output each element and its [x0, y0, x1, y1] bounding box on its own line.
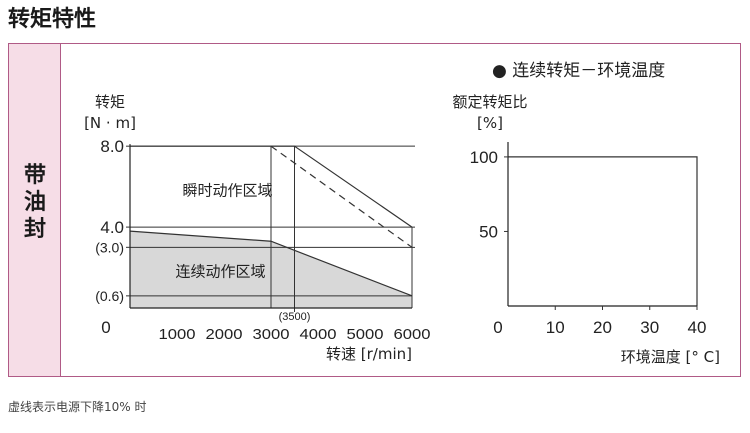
- right-chart-title: ● 连续转矩－环境温度: [492, 61, 665, 81]
- x-tick-label: 6000: [394, 326, 431, 343]
- side-label-char: 封: [23, 217, 46, 242]
- page-title: 转矩特性: [8, 7, 97, 32]
- left-series: [129, 145, 413, 297]
- series-line-0: [130, 145, 413, 228]
- right-series-line-0: [508, 156, 698, 306]
- x-tick-label: 2000: [206, 326, 243, 343]
- torque-speed-chart: 0 1000 2000 3000 4000 5000 6000 8.0 4.0 (3.0) (0.6…: [84, 93, 430, 363]
- side-label-char: 带: [23, 163, 46, 188]
- region-label-continuous: 连续动作区域: [175, 263, 265, 281]
- right-y-tick-label: 50: [479, 222, 498, 241]
- right-x-tick-label: 0: [493, 318, 502, 337]
- y-tick-label: 4.0: [100, 218, 124, 237]
- right-x-tick-label: 40: [688, 318, 707, 337]
- right-ticks: 0 10 20 30 40 100 50: [470, 148, 707, 337]
- x-tick-label: 4000: [300, 326, 337, 343]
- side-label: 带 油 封: [9, 162, 61, 243]
- footnote: 虚线表示电源下降10% 时: [8, 400, 147, 414]
- x-tick-label: 1000: [159, 326, 196, 343]
- torque-temperature-chart: ● 连续转矩－环境温度 0 10 20 30 40 100 50 额定转矩比 [%] 环境温…: [452, 61, 720, 366]
- x-tick-label: 5000: [347, 326, 384, 343]
- left-xlabel: 转速 [r/min]: [326, 345, 412, 363]
- series-line-1: [270, 145, 413, 248]
- x-annotation-label: (3500): [279, 311, 311, 323]
- x-tick-label: 3000: [253, 326, 290, 343]
- right-series: [508, 156, 698, 306]
- left-ylabel-line1: 转矩: [95, 93, 125, 111]
- right-y-tick-label: 100: [470, 148, 498, 167]
- side-panel: 带 油 封: [9, 44, 61, 376]
- x-tick-label: 0: [101, 318, 110, 337]
- left-ylabel-line2: [N · m]: [84, 114, 136, 132]
- right-x-tick-label: 10: [546, 318, 565, 337]
- region-label-instant: 瞬时动作区域: [182, 182, 272, 200]
- series-line-2: [129, 230, 413, 297]
- right-x-tick-label: 30: [640, 318, 659, 337]
- right-ylabel-line2: [%]: [477, 114, 503, 132]
- right-x-tick-label: 20: [593, 318, 612, 337]
- right-ylabel-line1: 额定转矩比: [452, 93, 527, 111]
- y-tick-label: 8.0: [100, 137, 124, 156]
- y-tick-label: (3.0): [95, 239, 124, 255]
- left-ticks: 0 1000 2000 3000 4000 5000 6000 8.0 4.0 (3.0) (0.6…: [95, 137, 430, 343]
- right-xlabel: 环境温度 [° C]: [621, 348, 720, 366]
- y-tick-label: (0.6): [95, 288, 124, 304]
- side-label-char: 油: [23, 190, 46, 215]
